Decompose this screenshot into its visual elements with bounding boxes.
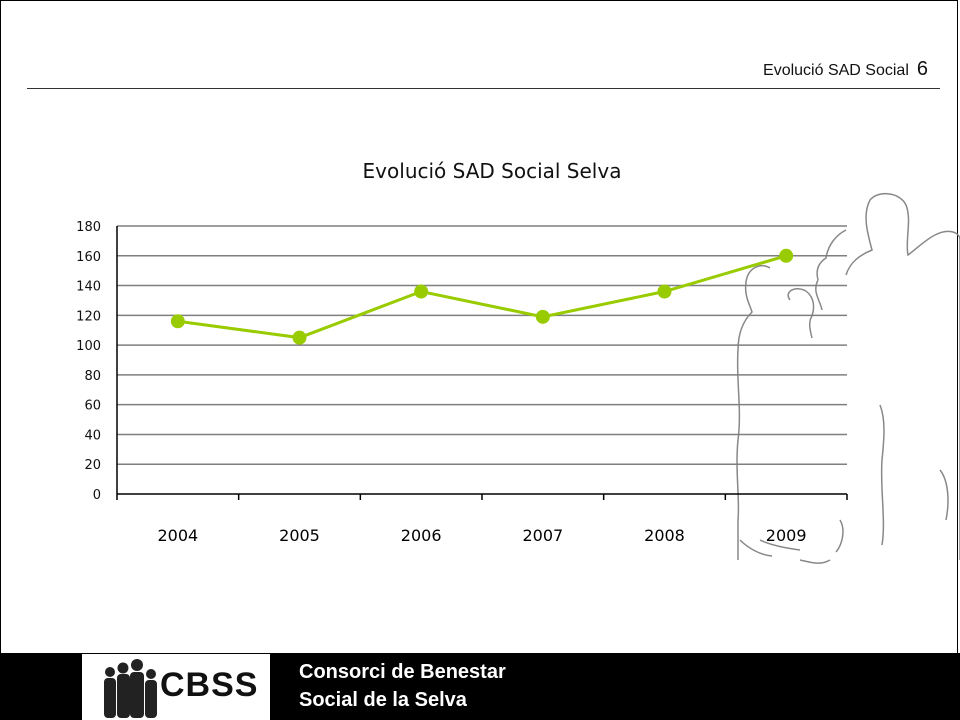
line-chart: Evolució SAD Social Selva 0 20 40 60 80 100 120… xyxy=(76,159,960,564)
org-name-line-2: Social de la Selva xyxy=(299,689,467,711)
x-tick-label: 2004 xyxy=(157,526,198,545)
chart-title: Evolució SAD Social Selva xyxy=(363,159,622,183)
x-tick-label: 2009 xyxy=(766,526,807,545)
series-line xyxy=(177,254,787,340)
y-tick-label: 60 xyxy=(84,399,101,414)
data-point xyxy=(414,284,429,299)
y-tick-label: 40 xyxy=(84,428,101,443)
logo-text: CBSS xyxy=(160,666,259,704)
x-tick-label: 2006 xyxy=(401,526,442,545)
y-tick-label: 80 xyxy=(84,369,101,384)
y-tick-label: 180 xyxy=(76,220,101,235)
page-number: 6 xyxy=(916,58,928,80)
family-logo-icon xyxy=(104,659,157,718)
data-point xyxy=(657,284,672,299)
data-point xyxy=(170,314,185,329)
y-tick-label: 100 xyxy=(76,339,101,354)
x-tick-label: 2005 xyxy=(279,526,320,545)
y-tick-label: 0 xyxy=(93,488,101,503)
data-point xyxy=(779,248,794,263)
y-tick-label: 20 xyxy=(84,458,101,473)
y-tick-label: 120 xyxy=(76,309,101,324)
data-point xyxy=(535,309,550,324)
org-name-line-1: Consorci de Benestar xyxy=(299,661,506,683)
x-tick-label: 2008 xyxy=(644,526,685,545)
y-tick-label: 160 xyxy=(76,250,101,265)
header-divider xyxy=(27,88,940,89)
slide-title: Evolució SAD Social xyxy=(763,62,909,79)
cbss-logo: CBSS xyxy=(82,654,270,720)
data-point xyxy=(292,330,307,345)
slide-header: Evolució SAD Social 6 xyxy=(0,58,960,86)
x-tick-label: 2007 xyxy=(522,526,563,545)
people-silhouette-icon xyxy=(736,193,960,564)
y-tick-label: 140 xyxy=(76,280,101,295)
